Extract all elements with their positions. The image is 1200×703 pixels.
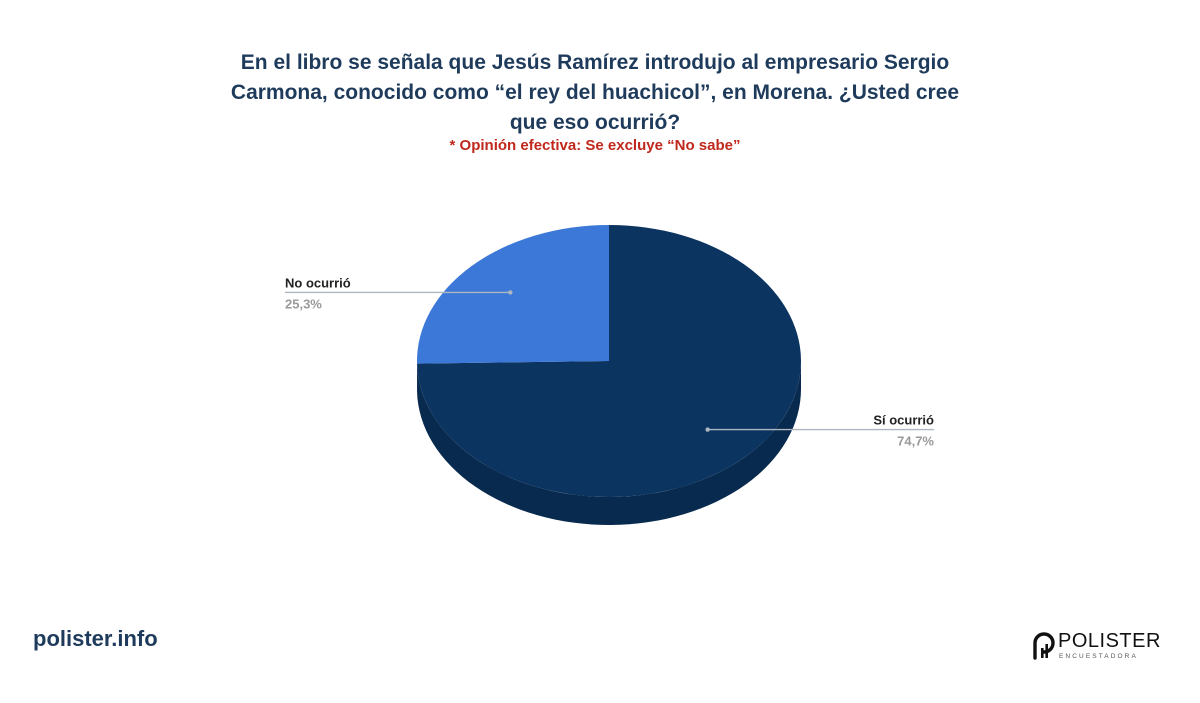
slice-value: 74,7% bbox=[897, 434, 934, 449]
chart-title: En el libro se señala que Jesús Ramírez … bbox=[200, 48, 990, 138]
slice-label: No ocurrió bbox=[285, 275, 351, 290]
polister-logo: POLISTER ENCUESTADORA bbox=[1032, 630, 1172, 664]
pie-slice[interactable] bbox=[417, 225, 802, 497]
pie-slice[interactable] bbox=[417, 225, 609, 364]
polister-logo-icon bbox=[1033, 632, 1055, 660]
chart-subtitle: * Opinión efectiva: Se excluye “No sabe” bbox=[449, 137, 741, 154]
slice-value: 25,3% bbox=[285, 296, 322, 311]
title-line: En el libro se señala que Jesús Ramírez … bbox=[240, 51, 950, 74]
pie-slice-side bbox=[417, 361, 801, 525]
title-line: que eso ocurrió? bbox=[509, 111, 681, 134]
slice-label: Sí ocurrió bbox=[873, 413, 934, 428]
title-line: Carmona, conocido como “el rey del huach… bbox=[230, 81, 960, 104]
logo-name: POLISTER bbox=[1058, 630, 1161, 652]
footer-url[interactable]: polister.info bbox=[33, 626, 158, 651]
logo-tagline: ENCUESTADORA bbox=[1059, 653, 1138, 660]
